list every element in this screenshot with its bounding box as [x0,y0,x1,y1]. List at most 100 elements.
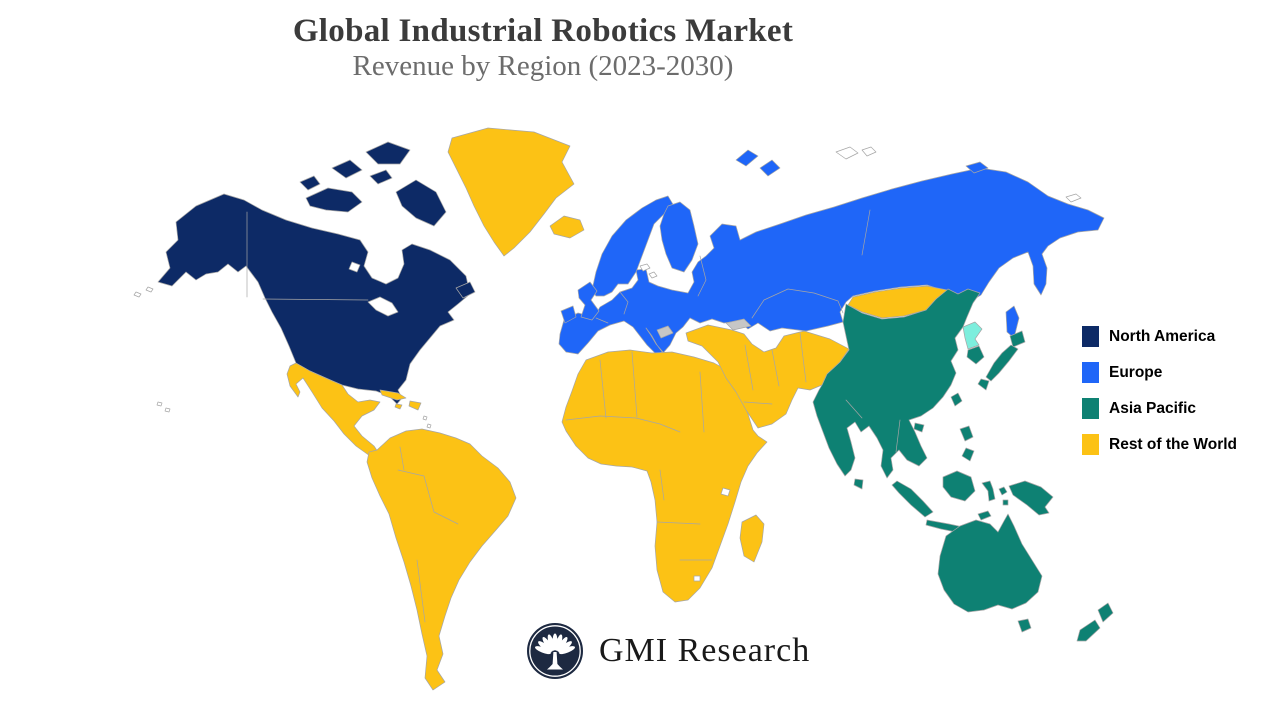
island-new-zealand-north [1097,602,1114,623]
brand-name: GMI Research [599,632,811,669]
map-legend: North America Europe Asia Pacific Rest o… [1082,326,1237,470]
island-arctic-2 [299,175,321,191]
legend-item-north-america: North America [1082,326,1237,347]
legend-item-asia-pacific: Asia Pacific [1082,398,1237,419]
legend-label-europe: Europe [1109,363,1163,381]
lake-victoria [720,487,731,497]
island-ireland [560,305,577,324]
islands-aleutian-outline [133,286,154,298]
borders-asia [845,399,901,453]
island-greenland [447,127,575,257]
island-sumatra [891,480,934,518]
region-north-america [157,141,476,405]
page-subtitle: Revenue by Region (2023-2030) [352,50,734,82]
area-lesotho [693,575,701,582]
island-hokkaido [1009,330,1026,348]
swatch-color [1082,326,1099,347]
area-balkans-gray [656,325,674,339]
island-svalbard-outline [835,146,877,160]
region-unclassified [656,318,752,339]
landmass-south-america [366,428,517,691]
landmass-finland [659,201,699,273]
logo-palm-leaves [535,633,575,670]
region-asia-pacific [812,288,1114,642]
island-luzon [959,425,974,442]
logo-palm-trunk [547,652,563,670]
island-new-guinea [1008,480,1054,516]
legend-swatch-rest-of-world [1082,434,1099,455]
legend-swatch-asia-pacific [1082,398,1099,419]
swatch-color [1082,434,1099,455]
border-us-canada [262,298,369,301]
borders-middle-east [743,332,807,405]
island-cuba [379,389,407,401]
borders-russia-kazakhstan [751,288,844,319]
legend-label-rest-of-world: Rest of the World [1109,435,1238,453]
islands-lesser-antilles-outline [422,415,432,429]
island-taiwan [950,392,963,407]
island-sulawesi [981,480,996,502]
lakes-sweden [639,263,658,279]
island-baffin [395,179,447,227]
lake-winnipeg [348,261,361,273]
legend-swatch-europe [1082,362,1099,383]
legend-item-europe: Europe [1082,362,1237,383]
island-kyushu [977,378,990,391]
island-newfoundland [455,281,476,299]
swatch-color [1082,398,1099,419]
region-rest-of-world [286,127,948,691]
landmass-australia [937,513,1043,613]
island-sri-lanka [853,478,864,490]
island-timor [977,510,992,521]
region-highlight [962,321,983,350]
page-title: Global Industrial Robotics Market [292,13,794,49]
islands-hawaii-outline [156,401,171,413]
country-mongolia [847,285,948,319]
logo-disk [527,623,583,679]
brand-footer: GMI Research [526,622,810,680]
logo-ring [529,625,581,677]
island-moluccas [998,486,1009,506]
island-jamaica [394,403,403,410]
swatch-color [1082,362,1099,383]
island-mindanao [961,447,975,462]
landmass-north-america-mainland [157,193,471,405]
landmass-scandinavia [591,195,675,297]
island-wrangel-outline [1065,193,1082,203]
borders-europe [595,209,871,324]
borders-africa [565,351,713,561]
island-novaya-zemlya [735,149,781,177]
title-block: Global Industrial Robotics Market Revenu… [0,12,1086,83]
island-honshu [985,344,1019,382]
island-new-zealand-south [1076,619,1101,642]
island-victoria [305,187,363,213]
legend-item-rest-of-world: Rest of the World [1082,434,1237,455]
landmass-eurasia-europe-russia [558,167,1105,355]
region-europe [558,149,1105,355]
island-hispaniola [408,400,422,411]
country-south-korea [966,345,985,365]
island-hainan [913,422,925,433]
island-tasmania [1017,618,1032,633]
country-north-korea-highlight [962,321,983,350]
island-arctic-1 [331,159,363,179]
island-sakhalin [1005,305,1020,339]
island-iceland [549,215,585,239]
landmass-asia-main [812,288,981,479]
water-and-outline-islands [133,146,1082,582]
island-ellesmere [365,141,411,165]
island-madagascar [739,514,765,563]
island-arctic-3 [369,169,393,185]
island-new-siberian [965,161,989,174]
legend-swatch-north-america [1082,326,1099,347]
legend-label-asia-pacific: Asia Pacific [1109,399,1197,417]
landmass-middle-east-central-asia [685,324,850,429]
borders-south-america [397,446,459,623]
legend-label-north-america: North America [1109,327,1216,345]
land-layer [133,127,1114,691]
gmi-palm-logo-icon [527,623,583,679]
island-great-britain [577,281,600,321]
area-caucasus-gray [725,318,752,331]
